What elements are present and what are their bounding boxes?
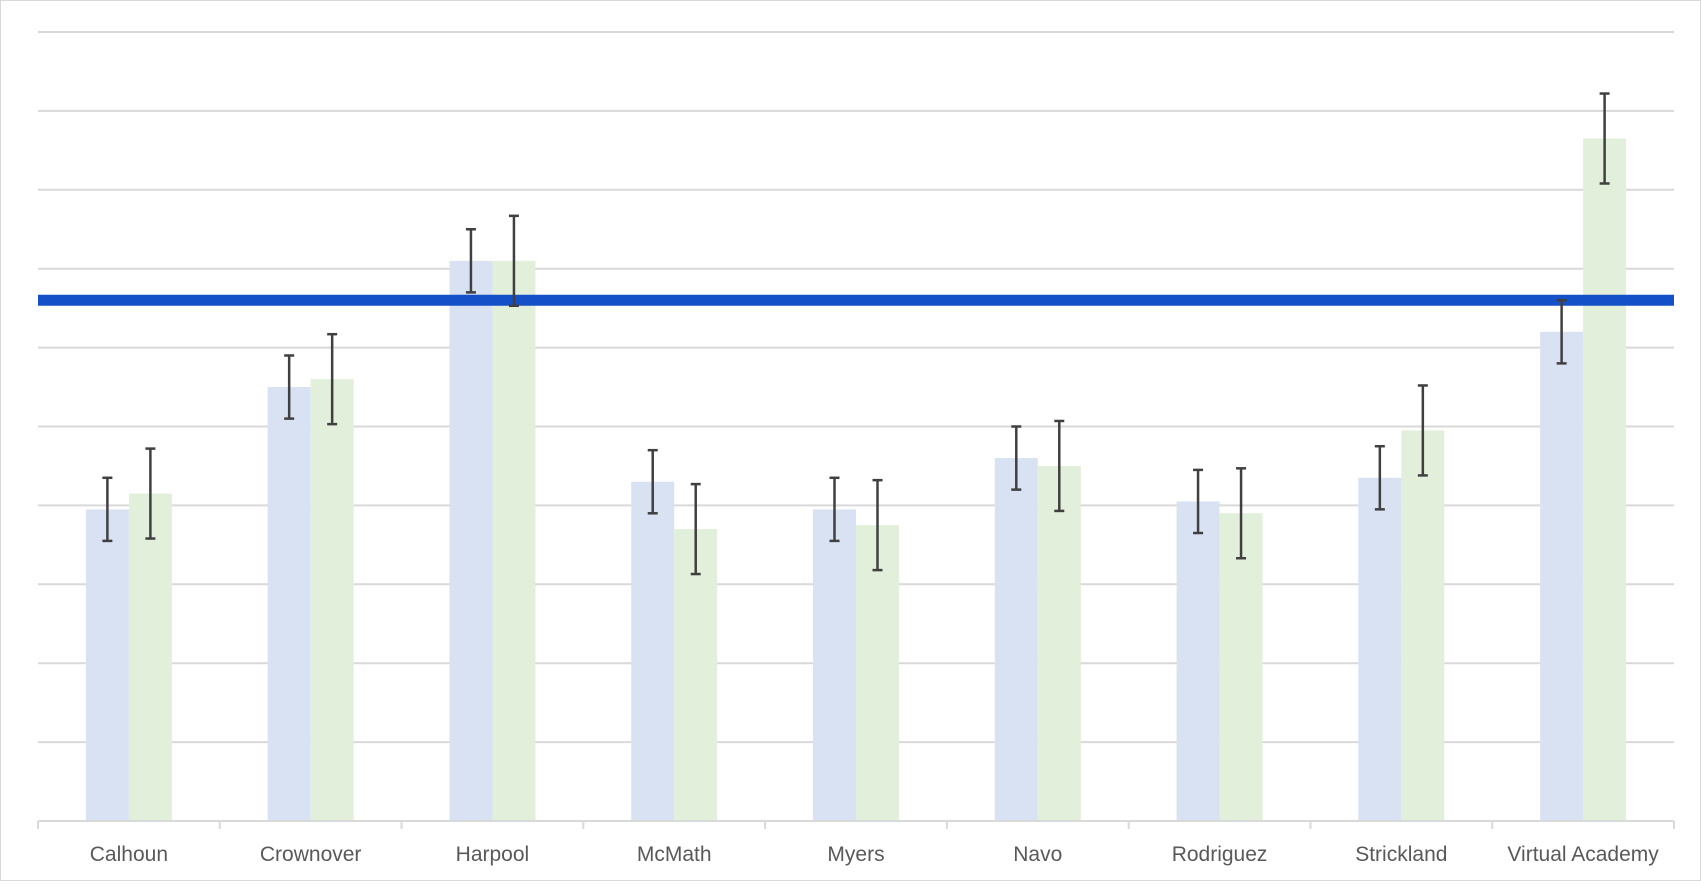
bar-series-1 [994, 458, 1038, 821]
x-axis-label: Rodriguez [1172, 843, 1268, 866]
bar-series-2 [128, 493, 172, 821]
bar-series-2 [1583, 138, 1627, 821]
bar-series-2 [1401, 430, 1445, 821]
x-axis-label: Myers [827, 843, 884, 866]
x-axis-label: Crownover [260, 843, 362, 866]
x-axis-label: Strickland [1355, 843, 1447, 866]
x-axis-label: McMath [637, 843, 712, 866]
bar-series-1 [1176, 501, 1220, 821]
error-bars [102, 92, 1610, 576]
x-axis-label: Navo [1013, 843, 1062, 866]
x-axis-label: Harpool [456, 843, 530, 866]
bar-series-1 [85, 509, 129, 821]
bar-series-2 [1037, 465, 1081, 821]
x-axis-labels: Calhoun Crownover Harpool McMath Myers Navo Ro… [90, 843, 1660, 866]
bar-series-2 [674, 529, 718, 821]
bar-series-2 [856, 525, 899, 821]
bar-series-2 [1219, 513, 1263, 821]
bar-series-1 [1540, 331, 1584, 821]
x-axis [37, 820, 1675, 829]
bar-series-2 [492, 260, 536, 821]
bar-series-1 [267, 387, 311, 821]
bar-series-1 [631, 481, 675, 821]
bar-series-1 [813, 509, 856, 821]
bar-series-1 [1358, 477, 1402, 821]
bar-series-2 [310, 379, 354, 821]
x-axis-label: Calhoun [90, 843, 168, 866]
x-axis-label: Virtual Academy [1507, 843, 1659, 866]
bars [85, 138, 1627, 821]
bar-series-1 [449, 260, 493, 821]
